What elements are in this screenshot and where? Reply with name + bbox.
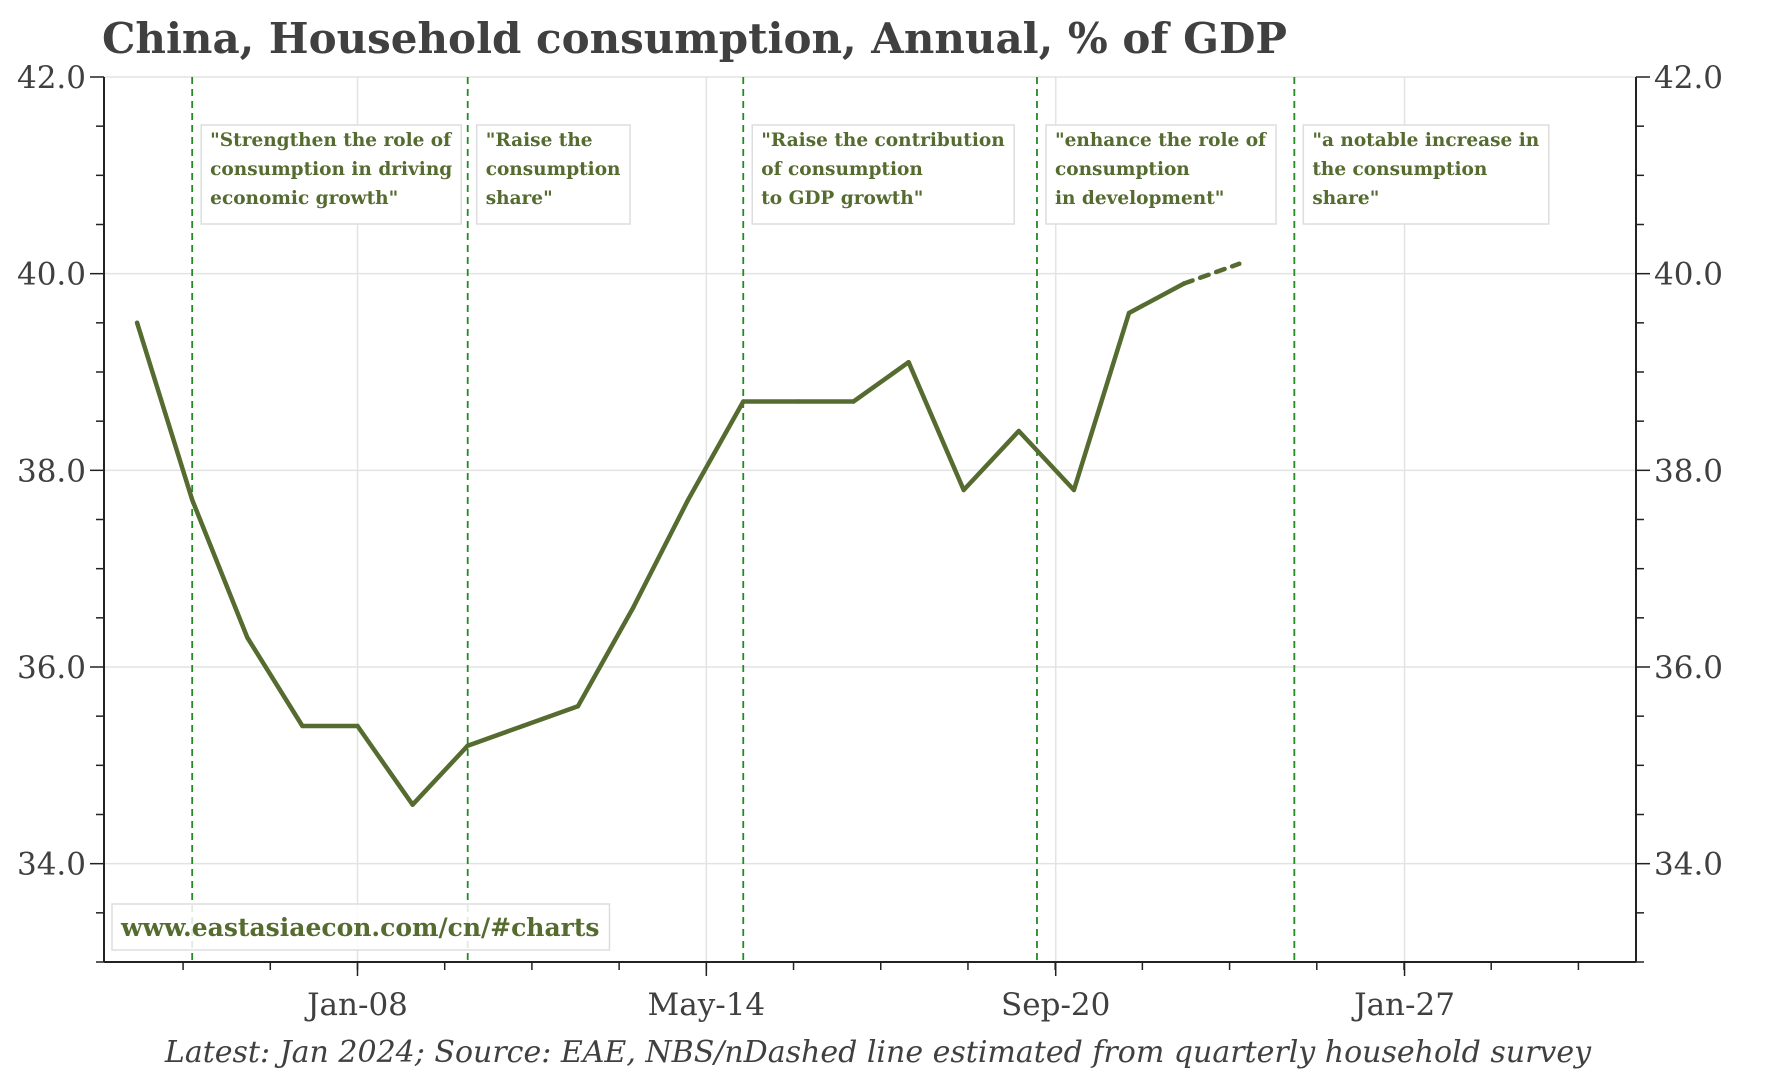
annotation-line: of consumption	[761, 159, 923, 180]
data-point	[1016, 428, 1021, 434]
annotation-line: economic growth"	[210, 188, 398, 209]
source-note: Latest: Jan 2024; Source: EAE, NBS/nDash…	[164, 1035, 1592, 1070]
right-ytick-label: 34.0	[1654, 847, 1723, 883]
xtick-label: May-14	[647, 987, 765, 1023]
annotation-line: "Raise the contribution	[761, 130, 1005, 151]
data-point	[355, 723, 360, 729]
annotation: "Raise the consumption share"	[475, 124, 631, 225]
data-point	[685, 497, 691, 503]
annotation-line: share"	[1312, 188, 1379, 209]
annotation-line: consumption	[486, 159, 621, 180]
annotation-line: the consumption	[1312, 159, 1488, 180]
data-point	[300, 723, 305, 729]
data-point	[520, 723, 526, 729]
data-point	[630, 605, 636, 611]
policy-vlines	[191, 77, 1296, 962]
annotation-frame	[1302, 124, 1550, 225]
data-point	[851, 399, 856, 404]
annotation-line: share"	[486, 188, 553, 209]
annotation-line: "enhance the role of	[1055, 130, 1267, 151]
right-ytick-label: 42.0	[1654, 60, 1723, 96]
annotation-frame	[751, 124, 1015, 225]
annotation-line: to GDP growth"	[761, 188, 923, 209]
annotation-frame	[200, 124, 463, 225]
axes: 34.0 34.0 36.0 36.0 38.0 38.0 40.0 40.0 42.0 42.0…	[17, 60, 1723, 1023]
annotation-text: "Raise the consumption share"	[486, 130, 621, 209]
chart-title: China, Household consumption, Annual, % …	[102, 14, 1287, 63]
annotation: "Strengthen the role of consumption in dr…	[200, 124, 463, 225]
watermark-box: www.eastasiaecon.com/cn/#charts	[111, 903, 611, 951]
data-point	[796, 399, 801, 404]
data-point	[410, 802, 415, 807]
consumption-series-line	[134, 281, 1187, 807]
annotation: "Raise the contribution of consumption to …	[751, 124, 1015, 225]
estimated-series-line	[1181, 261, 1242, 286]
right-ytick-label: 38.0	[1654, 453, 1723, 489]
annotation-line: in development"	[1055, 188, 1224, 209]
annotation: "a notable increase in the consumption sha…	[1302, 124, 1550, 225]
annotation-text: "Strengthen the role of consumption in dr…	[210, 130, 452, 209]
annotation-line: "Strengthen the role of	[210, 130, 452, 151]
watermark-text: www.eastasiaecon.com/cn/#charts	[120, 913, 599, 942]
data-point	[134, 320, 140, 326]
annotation-line: "Raise the	[486, 130, 593, 151]
data-point	[1126, 310, 1132, 316]
left-ytick-label: 40.0	[17, 257, 86, 293]
watermark-frame	[111, 903, 611, 951]
annotation: "enhance the role of consumption in develo…	[1045, 124, 1277, 225]
right-ytick-label: 36.0	[1654, 650, 1723, 686]
data-point	[1237, 261, 1242, 267]
annotations: "Strengthen the role of consumption in dr…	[200, 124, 1550, 225]
right-ytick-label: 40.0	[1654, 257, 1723, 293]
data-point	[189, 497, 195, 503]
annotation-text: "enhance the role of consumption in develo…	[1055, 130, 1267, 209]
data-point	[906, 359, 911, 365]
data-point	[1071, 487, 1077, 493]
left-ytick-label: 42.0	[17, 60, 86, 96]
left-ytick-label: 36.0	[17, 650, 86, 686]
series-lines	[134, 261, 1242, 807]
annotation-frame	[1045, 124, 1277, 225]
xtick-label: Jan-27	[1351, 987, 1455, 1023]
data-point	[245, 635, 250, 640]
data-point	[465, 743, 470, 748]
annotation-line: "a notable increase in	[1312, 130, 1539, 151]
annotation-line: consumption	[1055, 159, 1190, 180]
left-ytick-label: 38.0	[17, 453, 86, 489]
annotation-text: "a notable increase in the consumption sha…	[1312, 130, 1539, 209]
xtick-label: Jan-08	[304, 987, 408, 1023]
data-point	[575, 704, 581, 709]
data-point	[961, 487, 966, 493]
annotation-line: consumption in driving	[210, 159, 452, 180]
data-point	[741, 399, 746, 404]
xtick-label: Sep-20	[1001, 987, 1110, 1023]
left-ytick-label: 34.0	[17, 847, 86, 883]
annotation-text: "Raise the contribution of consumption to …	[761, 130, 1005, 209]
annotation-frame	[475, 124, 631, 225]
